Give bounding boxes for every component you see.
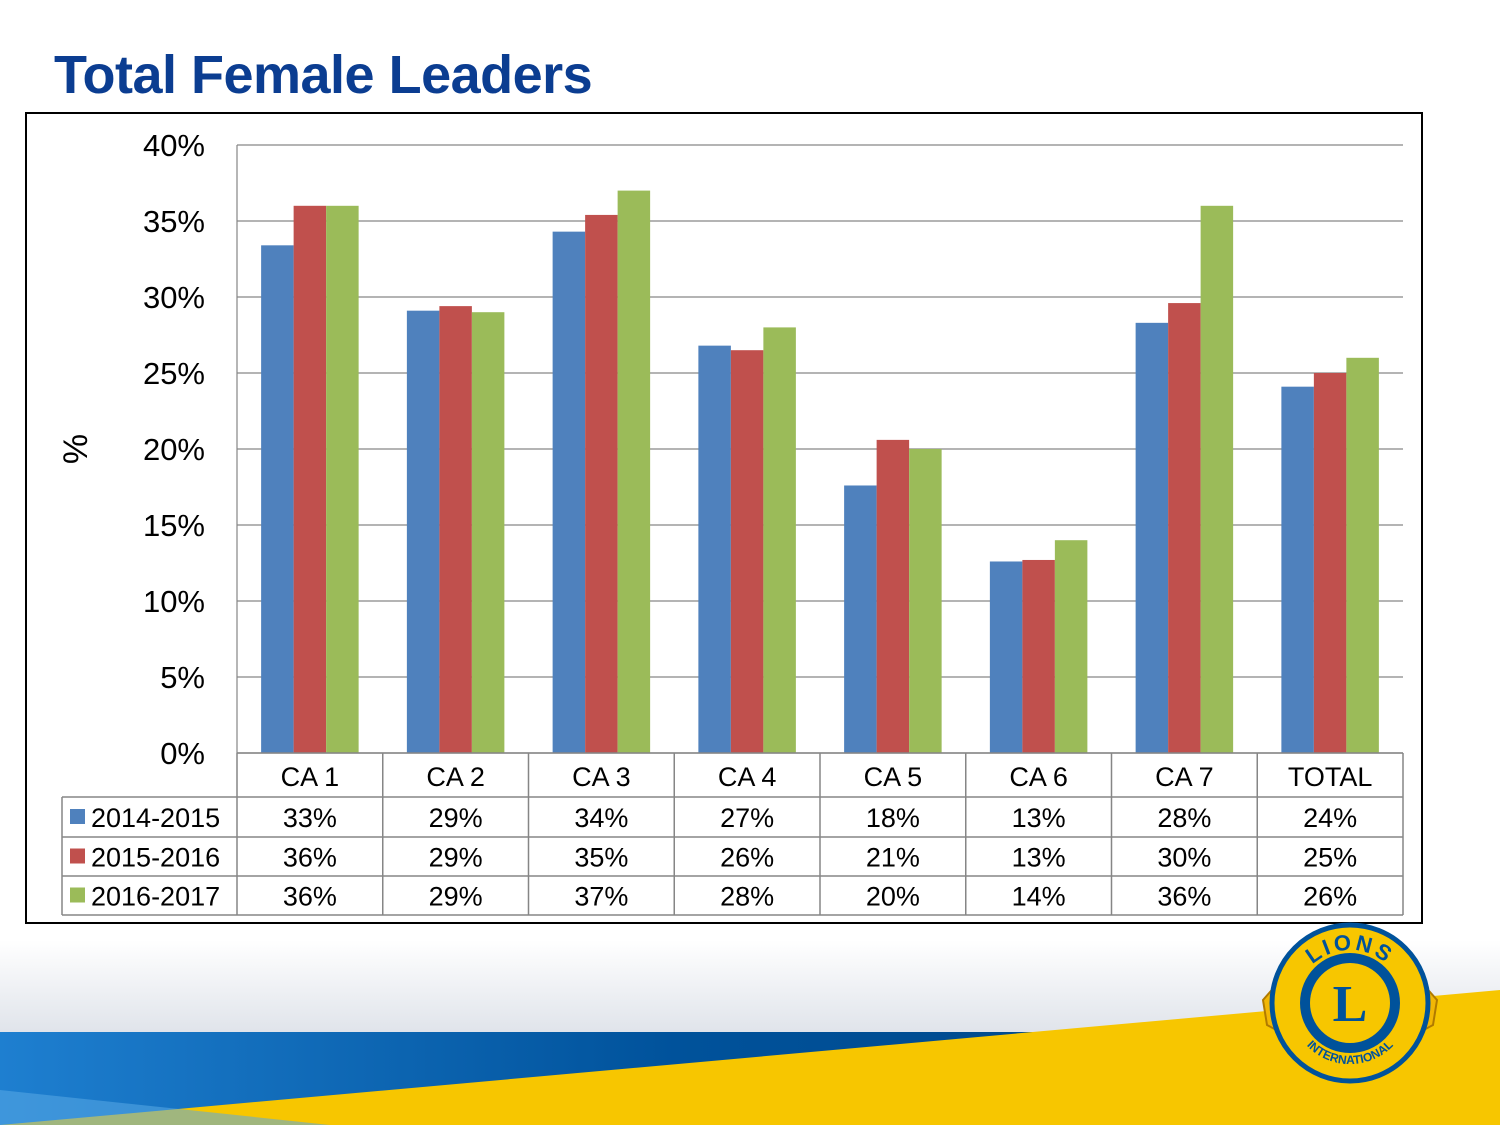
y-tick-label: 0% <box>160 736 205 771</box>
bar-2015-2016-CA 3 <box>585 214 618 754</box>
data-table-cell: 29% <box>429 843 483 873</box>
x-tick-label: TOTAL <box>1288 762 1373 792</box>
x-tick-label: CA 6 <box>1009 762 1068 792</box>
page-title: Total Female Leaders <box>54 45 593 105</box>
legend-swatch-2015-2016 <box>70 848 85 864</box>
bar-2015-2016-CA 7 <box>1168 303 1201 753</box>
data-table-cell: 36% <box>283 882 337 912</box>
data-table-cell: 36% <box>283 843 337 873</box>
bar-2016-2017-CA 1 <box>326 205 359 754</box>
x-tick-label: CA 4 <box>718 762 777 792</box>
lions-logo: LIONS L INTERNATIONAL <box>1261 922 1439 1084</box>
data-table-cell: 21% <box>866 843 920 873</box>
bar-2016-2017-CA 4 <box>763 327 796 753</box>
y-axis-title: % <box>57 434 95 464</box>
bar-2014-2015-CA 2 <box>406 310 440 753</box>
bar-2014-2015-CA 1 <box>261 245 294 753</box>
footer-gold-band <box>0 990 1500 1125</box>
y-tick-label: 40% <box>143 128 205 163</box>
bar-2014-2015-CA 4 <box>698 345 731 753</box>
bar-2014-2015-CA 7 <box>1135 322 1169 753</box>
bar-2015-2016-CA 4 <box>730 350 764 753</box>
data-table-cell: 20% <box>866 882 920 912</box>
bar-2016-2017-TOTAL <box>1346 357 1379 753</box>
bar-chart: 0% 5% 10% 15% 20% 25% 30% 35% 40%% CA 1 CA 2 CA 3 CA… <box>57 128 1404 916</box>
x-tick-label: CA 2 <box>426 762 485 792</box>
bar-2016-2017-CA 2 <box>471 312 505 753</box>
x-tick-label: CA 5 <box>864 762 923 792</box>
bar-2014-2015-CA 6 <box>989 561 1023 753</box>
data-table-cell: 37% <box>574 882 628 912</box>
data-table-cell: 14% <box>1012 882 1066 912</box>
legend-label: 2014-2015 <box>91 803 220 833</box>
bar-2015-2016-CA 2 <box>439 306 472 753</box>
x-tick-label: CA 7 <box>1155 762 1214 792</box>
data-table-cell: 35% <box>574 843 628 873</box>
data-table-cell: 28% <box>1157 803 1211 833</box>
data-table-cell: 25% <box>1303 843 1357 873</box>
bar-2015-2016-CA 6 <box>1022 559 1055 753</box>
legend-swatch-2016-2017 <box>70 887 85 903</box>
data-table-cell: 29% <box>429 882 483 912</box>
data-table-cell: 27% <box>720 803 774 833</box>
bar-2015-2016-CA 1 <box>293 205 327 754</box>
y-tick-label: 5% <box>160 660 205 695</box>
data-table-cell: 34% <box>574 803 628 833</box>
data-table-cell: 18% <box>866 803 920 833</box>
data-table-cell: 28% <box>720 882 774 912</box>
y-tick-label: 20% <box>143 432 205 467</box>
bar-2014-2015-TOTAL <box>1281 386 1314 753</box>
bar-2016-2017-CA 5 <box>909 449 942 753</box>
bar-2016-2017-CA 6 <box>1054 540 1088 753</box>
footer-band <box>0 940 1500 1125</box>
data-table-cell: 36% <box>1157 882 1211 912</box>
chart-frame: 0% 5% 10% 15% 20% 25% 30% 35% 40%% CA 1 CA 2 CA 3 CA… <box>25 112 1423 924</box>
lions-logo-center-letter: L <box>1333 976 1368 1033</box>
y-tick-label: 35% <box>143 204 205 239</box>
x-tick-label: CA 3 <box>572 762 631 792</box>
legend-label: 2015-2016 <box>91 843 220 873</box>
y-tick-label: 15% <box>143 508 205 543</box>
x-tick-label: CA 1 <box>281 762 340 792</box>
y-tick-label: 10% <box>143 584 205 619</box>
data-table-cell: 33% <box>283 803 337 833</box>
legend-label: 2016-2017 <box>91 882 220 912</box>
data-table-cell: 26% <box>1303 882 1357 912</box>
data-table-cell: 30% <box>1157 843 1211 873</box>
data-table-cell: 26% <box>720 843 774 873</box>
data-table-cell: 13% <box>1012 843 1066 873</box>
bar-2015-2016-CA 5 <box>876 439 910 753</box>
bar-2014-2015-CA 5 <box>844 485 877 753</box>
bar-2016-2017-CA 7 <box>1200 205 1234 754</box>
data-table-cell: 24% <box>1303 803 1357 833</box>
data-table-cell: 13% <box>1012 803 1066 833</box>
legend-swatch-2014-2015 <box>70 809 85 824</box>
data-table-cell: 29% <box>429 803 483 833</box>
y-tick-label: 25% <box>143 356 205 391</box>
y-tick-label: 30% <box>143 280 205 315</box>
footer-light-swoosh <box>0 1090 330 1125</box>
bar-2014-2015-CA 3 <box>552 231 586 753</box>
bar-2016-2017-CA 3 <box>617 190 651 754</box>
bar-2015-2016-TOTAL <box>1313 373 1347 753</box>
